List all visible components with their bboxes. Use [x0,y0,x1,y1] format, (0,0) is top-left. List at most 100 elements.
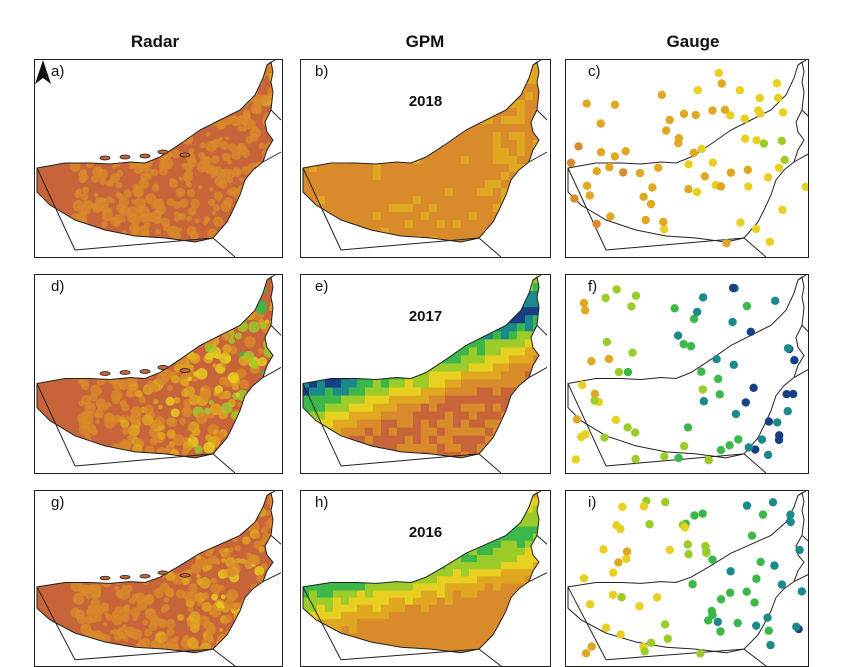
radar-cell [111,67,119,74]
gpm-cell [397,492,406,499]
radar-cell [130,607,141,618]
island [99,371,111,376]
radar-cell [124,523,131,531]
radar-cell [211,603,218,610]
radar-cell [244,336,256,348]
gpm-cell [309,140,318,149]
gpm-cell [541,124,550,133]
gpm-cell [533,68,539,77]
gauge-station [700,172,710,181]
gpm-cell [333,583,342,591]
gpm-cell [549,60,550,69]
gpm-cell [357,196,366,205]
radar-cell [129,95,137,102]
gpm-cell [517,116,526,125]
gpm-cell [381,654,390,662]
gpm-cell [533,540,539,549]
gpm-cell [317,331,326,340]
radar-cell [95,293,106,305]
gpm-cell [485,611,494,620]
gpm-cell [333,512,342,520]
gpm-cell [541,662,550,666]
gpm-cell [303,604,310,613]
gpm-cell [381,62,390,69]
gpm-cell [509,618,518,627]
radar-cell [95,79,106,90]
gpm-cell [509,244,518,253]
gpm-cell [413,547,422,556]
gpm-cell [357,540,366,549]
gpm-cell [437,411,446,421]
radar-cell [161,105,171,115]
gpm-cell [341,654,350,662]
gpm-cell [413,540,422,549]
gauge-station [740,114,749,123]
gpm-cell [469,252,478,257]
gauge-station [717,79,726,88]
gpm-cell [493,618,502,627]
radar-cell [267,196,273,208]
radar-cell [71,290,83,302]
gpm-cell [413,331,422,340]
radar-cell [232,115,237,120]
gpm-cell [333,62,342,69]
gpm-cell [517,387,526,397]
radar-cell [257,357,267,367]
gpm-cell [525,626,534,634]
gpm-cell [389,291,398,300]
gpm-cell [541,172,550,181]
gpm-cell [373,597,382,606]
gpm-cell [413,299,422,308]
gpm-cell [533,512,539,520]
gpm-cell [333,180,342,189]
radar-cell [136,510,147,521]
gauge-station [641,215,650,225]
radar-cell [150,532,156,538]
gpm-cell [549,220,550,229]
gpm-cell [549,626,550,634]
gpm-cell [373,583,382,591]
radar-cell [114,104,120,110]
radar-cell [141,511,147,517]
radar-cell [92,516,99,523]
gpm-cell [429,468,438,473]
radar-cell [90,384,102,397]
gpm-cell [421,339,430,348]
radar-cell [147,71,158,82]
gpm-cell [413,435,422,445]
gpm-cell [429,547,438,556]
radar-cell [177,191,182,196]
radar-cell [157,541,170,554]
gpm-cell [381,331,390,340]
radar-cell [141,131,154,144]
radar-cell [172,277,183,288]
gauge-station [715,390,724,399]
gpm-cell [373,618,382,627]
gpm-cell [341,68,350,77]
gpm-cell [381,236,390,242]
radar-cell [137,548,150,561]
radar-cell [262,446,273,457]
radar-cell [215,494,220,500]
gpm-cell [541,355,550,364]
gpm-cell [541,460,550,469]
gpm-cell [477,492,486,499]
radar-cell [186,215,193,222]
gpm-cell [357,252,366,257]
gpm-cell [301,468,310,473]
gpm-cell [381,468,390,473]
gpm-cell [349,62,358,69]
gpm-cell [413,180,422,189]
gpm-cell [317,460,326,469]
gpm-cell [373,212,382,221]
radar-cell [102,144,110,151]
gpm-cell [349,339,358,348]
gpm-cell [397,180,406,189]
panel-gpm-2016: h) 2016 [300,490,551,667]
radar-cell [247,224,253,231]
radar-cell [227,568,236,577]
radar-cell [122,635,129,642]
gpm-cell [445,379,454,389]
gpm-cell [437,124,446,133]
boundary-line [532,60,542,66]
